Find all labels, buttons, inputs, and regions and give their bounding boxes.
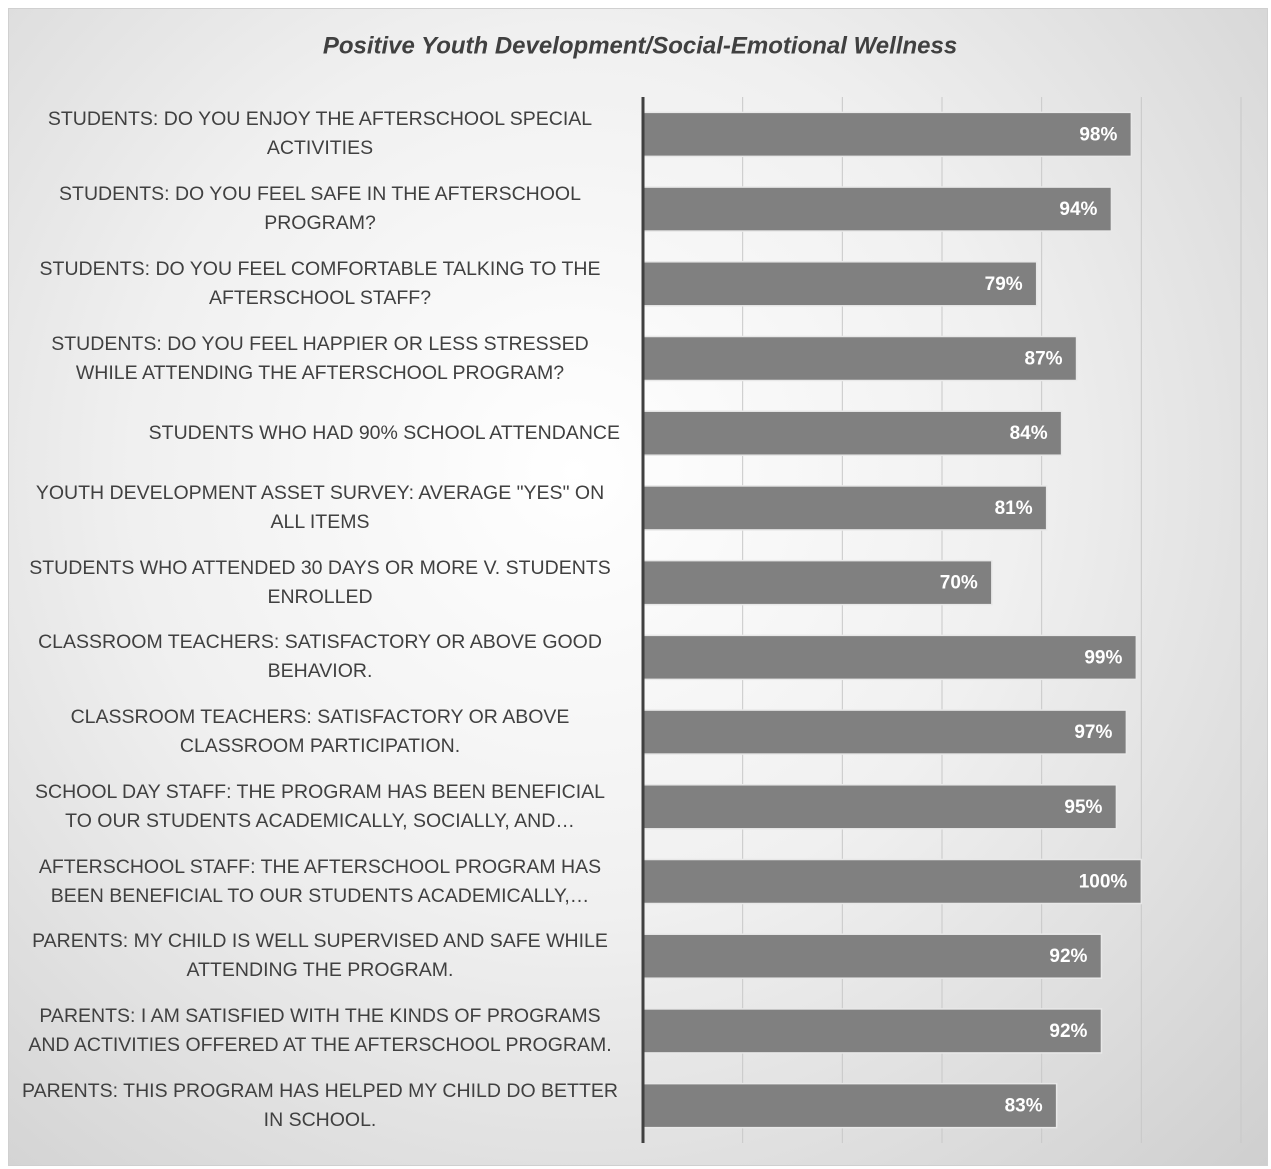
- value-label: 98%: [1079, 124, 1117, 145]
- value-label: 83%: [1005, 1096, 1043, 1117]
- category-label-box: PARENTS: THIS PROGRAM HAS HELPED MY CHIL…: [20, 1071, 620, 1141]
- value-label: 95%: [1064, 797, 1102, 818]
- y-tick-label: PARENTS: MY CHILD IS WELL SUPERVISED AND…: [32, 930, 608, 982]
- bar: [642, 858, 1143, 905]
- category-label-box: STUDENTS: DO YOU FEEL SAFE IN THE AFTERS…: [20, 174, 620, 244]
- y-tick-label: STUDENTS WHO ATTENDED 30 DAYS OR MORE V.…: [29, 556, 611, 608]
- y-tick-label: CLASSROOM TEACHERS: SATISFACTORY OR ABOV…: [70, 706, 570, 758]
- category-label-box: STUDENTS WHO ATTENDED 30 DAYS OR MORE V.…: [20, 548, 620, 618]
- value-label: 92%: [1049, 1021, 1087, 1042]
- value-label: 92%: [1049, 946, 1087, 967]
- bar: [642, 559, 993, 606]
- category-label-box: SCHOOL DAY STAFF: THE PROGRAM HAS BEEN B…: [20, 772, 620, 842]
- category-label-box: STUDENTS WHO HAD 90% SCHOOL ATTENDANCE: [20, 398, 620, 468]
- bar: [642, 335, 1078, 382]
- bar: [642, 784, 1118, 830]
- value-label: 94%: [1059, 199, 1097, 220]
- category-label-box: STUDENTS: DO YOU FEEL COMFORTABLE TALKIN…: [20, 249, 620, 319]
- bar: [642, 485, 1048, 531]
- bar: [642, 1082, 1058, 1129]
- bar: [642, 634, 1138, 681]
- bar: [642, 709, 1128, 755]
- chart-title: Positive Youth Development/Social-Emotio…: [323, 32, 957, 59]
- bar: [642, 1008, 1103, 1054]
- value-label: 87%: [1025, 349, 1063, 370]
- value-label: 81%: [995, 498, 1033, 519]
- value-label: 100%: [1079, 872, 1128, 893]
- y-tick-label: CLASSROOM TEACHERS: SATISFACTORY OR ABOV…: [38, 631, 602, 683]
- y-tick-label: SCHOOL DAY STAFF: THE PROGRAM HAS BEEN B…: [35, 780, 605, 832]
- bar: [642, 186, 1113, 232]
- y-tick-label: AFTERSCHOOL STAFF: THE AFTERSCHOOL PROGR…: [38, 855, 602, 907]
- y-tick-label: STUDENTS: DO YOU ENJOY THE AFTERSCHOOL S…: [47, 108, 593, 160]
- y-tick-label: PARENTS: THIS PROGRAM HAS HELPED MY CHIL…: [22, 1079, 618, 1131]
- bar: [642, 261, 1038, 307]
- y-tick-label: STUDENTS: DO YOU FEEL COMFORTABLE TALKIN…: [39, 257, 601, 309]
- bar: [642, 933, 1103, 979]
- value-label: 79%: [985, 274, 1023, 295]
- value-label: 97%: [1074, 722, 1112, 743]
- value-label: 70%: [940, 573, 978, 594]
- category-label-box: YOUTH DEVELOPMENT ASSET SURVEY: AVERAGE …: [20, 473, 620, 543]
- y-tick-label: PARENTS: I AM SATISFIED WITH THE KINDS O…: [28, 1004, 612, 1056]
- category-label-box: STUDENTS: DO YOU FEEL HAPPIER OR LESS ST…: [20, 324, 620, 394]
- category-label-box: STUDENTS: DO YOU ENJOY THE AFTERSCHOOL S…: [20, 99, 620, 169]
- bar: [642, 111, 1133, 158]
- y-tick-label: YOUTH DEVELOPMENT ASSET SURVEY: AVERAGE …: [35, 481, 605, 533]
- value-label: 99%: [1084, 647, 1122, 668]
- y-tick-label: STUDENTS: DO YOU FEEL HAPPIER OR LESS ST…: [51, 332, 589, 384]
- category-label-box: CLASSROOM TEACHERS: SATISFACTORY OR ABOV…: [20, 622, 620, 692]
- category-label-box: CLASSROOM TEACHERS: SATISFACTORY OR ABOV…: [20, 697, 620, 767]
- value-label: 84%: [1010, 423, 1048, 444]
- y-tick-label: STUDENTS: DO YOU FEEL SAFE IN THE AFTERS…: [59, 183, 581, 235]
- y-tick-label: STUDENTS WHO HAD 90% SCHOOL ATTENDANCE: [148, 421, 620, 444]
- bar: [642, 410, 1063, 456]
- category-label-box: PARENTS: MY CHILD IS WELL SUPERVISED AND…: [20, 921, 620, 991]
- category-label-box: AFTERSCHOOL STAFF: THE AFTERSCHOOL PROGR…: [20, 847, 620, 917]
- category-label-box: PARENTS: I AM SATISFIED WITH THE KINDS O…: [20, 996, 620, 1066]
